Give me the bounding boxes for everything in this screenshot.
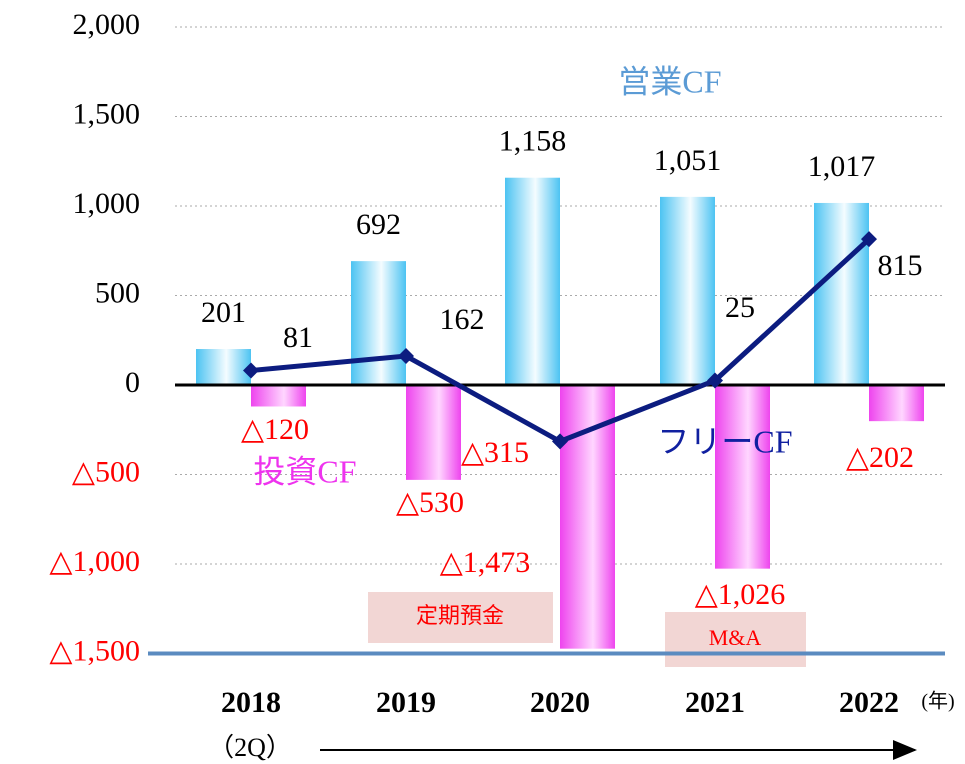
bar [869,385,924,422]
marker [707,372,723,389]
value-label: 815 [878,249,923,282]
value-label: △1,026 [695,578,786,611]
value-label: 201 [201,296,246,329]
x-tick-label: 2019 [376,686,436,719]
bar [351,261,406,385]
marker [861,231,877,248]
value-label: △120 [241,413,309,446]
y-tick-label: 500 [95,276,140,309]
series-label: フリーCF [657,423,792,459]
marker [552,433,568,450]
unit-note: (年) [921,690,954,713]
x-tick-label: 2018 [221,686,281,719]
annotation-box [665,612,806,667]
y-tick-label: △500 [72,455,140,488]
y-tick-label: 1,000 [73,187,141,220]
series-label: 営業CF [618,63,721,99]
x-tick-label: 2020 [530,686,590,719]
bar [251,385,306,407]
value-label: △1,473 [440,546,531,579]
value-label: 81 [283,321,313,354]
marker [398,348,414,365]
value-label: △530 [396,486,464,519]
value-label: △315 [461,436,529,469]
y-tick-label: 1,500 [73,97,141,130]
value-label: 162 [440,303,485,336]
category-note: （2Q） [208,733,292,762]
value-label: 1,158 [499,125,567,158]
annotation: 定期預金 [416,603,504,628]
value-label: 692 [356,208,401,241]
bar [715,385,770,569]
bar [660,196,715,385]
bar [406,385,461,480]
value-label: 1,051 [654,144,722,177]
bar [196,349,251,385]
bar [814,202,869,385]
value-label: 1,017 [808,150,876,183]
x-tick-label: 2021 [685,686,745,719]
value-label: △202 [846,441,914,474]
annotation: M&A [709,625,762,650]
y-tick-label: △1,000 [49,545,140,578]
y-tick-label: 2,000 [73,8,141,41]
series-label: 投資CF [253,453,356,489]
bar [505,177,560,385]
x-tick-label: 2022 [839,686,899,719]
y-tick-label: △1,500 [49,634,140,667]
value-label: 25 [725,291,755,324]
y-tick-label: 0 [125,366,140,399]
annotation-box [368,592,553,643]
marker [243,362,259,379]
